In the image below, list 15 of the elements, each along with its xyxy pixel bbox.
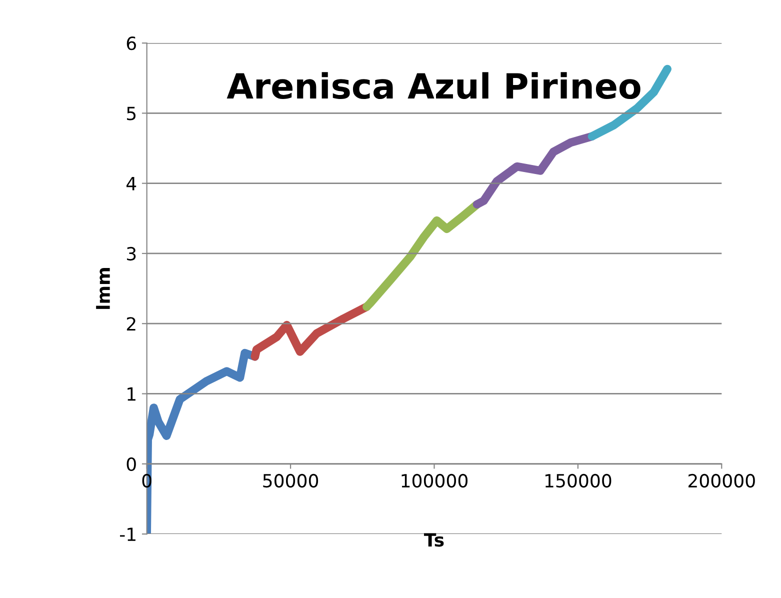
- x-tick-label: 200000: [688, 474, 755, 488]
- y-tick-label: 0: [126, 457, 136, 471]
- x-tick-label: 100000: [402, 474, 468, 488]
- y-tick-label: 5: [127, 106, 136, 120]
- text: Arenisca Azul Pirineo: [226, 72, 640, 100]
- y-tick-label: 2: [126, 317, 136, 330]
- y-axis-title: lmm: [96, 268, 110, 309]
- x-tick-label: 50000: [263, 474, 318, 488]
- y-tick-label: 4: [126, 177, 136, 190]
- x-axis-title: Ts: [424, 533, 444, 547]
- y-tick-label: 6: [126, 36, 136, 50]
- y-tick-label: 1: [128, 387, 136, 401]
- y-tick-label: -1: [120, 528, 136, 541]
- y-tick-label: 3: [126, 246, 136, 261]
- x-tick-label: 150000: [545, 474, 612, 488]
